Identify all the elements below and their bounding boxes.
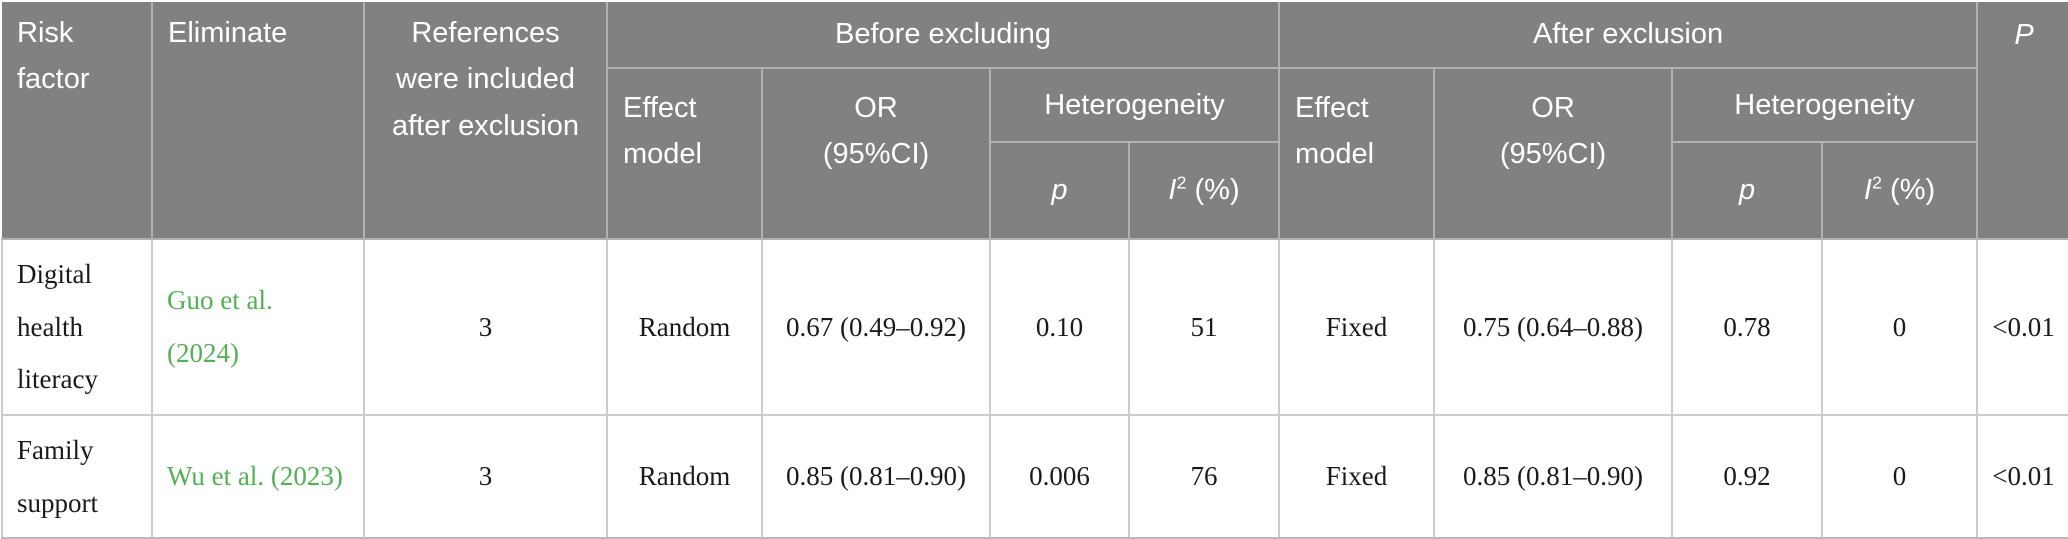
cell-or-ci-before: 0.67 (0.49–0.92) bbox=[761, 238, 991, 416]
table-row: Digital health literacy Guo et al. (2024… bbox=[1, 238, 2068, 416]
cell-eliminate-reference: Guo et al. (2024) bbox=[151, 238, 365, 416]
col-header-het-p-after: p bbox=[1671, 141, 1824, 240]
i2-symbol: I bbox=[1168, 174, 1177, 207]
table-header: Risk factor Eliminate References were in… bbox=[2, 2, 2068, 240]
i2-superscript: 2 bbox=[1871, 172, 1882, 193]
col-header-p-overall: P bbox=[1976, 2, 2068, 240]
citation-link[interactable]: Wu et al. (2023) bbox=[167, 461, 343, 492]
cell-het-p-before: 0.10 bbox=[989, 238, 1130, 416]
cell-or-ci-after: 0.85 (0.81–0.90) bbox=[1433, 413, 1674, 539]
cell-effect-model-after: Fixed bbox=[1278, 238, 1436, 416]
col-header-het-i2-after: I2 (%) bbox=[1821, 141, 1978, 240]
col-header-references: References were included after exclusion bbox=[363, 2, 608, 240]
citation-link[interactable]: Guo et al. (2024) bbox=[167, 285, 273, 368]
cell-effect-model-after: Fixed bbox=[1278, 413, 1436, 539]
col-header-effect-model-after: Effect model bbox=[1278, 67, 1436, 240]
cell-het-i2-after: 0 bbox=[1821, 413, 1979, 539]
col-header-effect-model-before: Effect model bbox=[607, 67, 763, 240]
col-header-eliminate: Eliminate bbox=[151, 2, 365, 240]
cell-eliminate-reference: Wu et al. (2023) bbox=[151, 413, 365, 539]
cell-references-count: 3 bbox=[363, 238, 608, 416]
i2-superscript: 2 bbox=[1176, 172, 1187, 193]
i2-percent-label: (%) bbox=[1881, 174, 1936, 207]
cell-effect-model-before: Random bbox=[606, 413, 763, 539]
col-header-risk-factor: Risk factor bbox=[2, 2, 153, 240]
cell-or-ci-after: 0.75 (0.64–0.88) bbox=[1433, 238, 1674, 416]
cell-het-p-after: 0.78 bbox=[1671, 238, 1824, 416]
cell-p-overall: <0.01 bbox=[1976, 413, 2068, 539]
col-header-or-ci-before: OR (95%CI) bbox=[761, 67, 991, 240]
cell-het-i2-after: 0 bbox=[1821, 238, 1979, 416]
col-header-or-ci-after: OR (95%CI) bbox=[1433, 67, 1674, 240]
col-header-heterogeneity-before: Heterogeneity bbox=[988, 67, 1281, 143]
cell-or-ci-before: 0.85 (0.81–0.90) bbox=[761, 413, 991, 539]
col-header-het-i2-before: I2 (%) bbox=[1127, 141, 1281, 240]
table-row: Family support Wu et al. (2023) 3 Random… bbox=[1, 413, 2068, 539]
group-header-before-excluding: Before excluding bbox=[605, 2, 1281, 69]
cell-references-count: 3 bbox=[363, 413, 608, 539]
cell-het-p-after: 0.92 bbox=[1671, 413, 1824, 539]
cell-risk-factor: Digital health literacy bbox=[1, 238, 153, 416]
col-header-het-p-before: p bbox=[990, 141, 1130, 240]
cell-het-i2-before: 76 bbox=[1127, 413, 1281, 539]
group-header-after-exclusion: After exclusion bbox=[1278, 2, 1979, 69]
table-body: Digital health literacy Guo et al. (2024… bbox=[1, 238, 2068, 539]
cell-p-overall: <0.01 bbox=[1976, 238, 2068, 416]
cell-het-i2-before: 51 bbox=[1127, 238, 1281, 416]
i2-symbol: I bbox=[1863, 174, 1872, 207]
i2-percent-label: (%) bbox=[1186, 174, 1240, 207]
cell-het-p-before: 0.006 bbox=[989, 413, 1130, 539]
col-header-heterogeneity-after: Heterogeneity bbox=[1671, 67, 1978, 143]
cell-effect-model-before: Random bbox=[606, 238, 763, 416]
cell-risk-factor: Family support bbox=[1, 413, 153, 539]
